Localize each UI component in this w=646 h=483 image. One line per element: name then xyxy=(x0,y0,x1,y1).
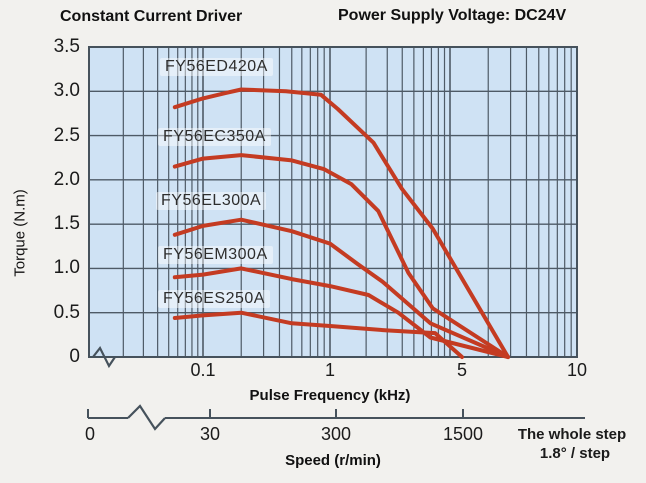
x-axis-break-icon xyxy=(92,345,116,369)
plot-background xyxy=(89,47,577,357)
speed-tick-label: 1500 xyxy=(442,424,484,444)
y-tick-label: 1.5 xyxy=(53,213,80,235)
curve-label-FY56ED420A: FY56ED420A xyxy=(160,58,273,76)
speed-axis-title: Speed (r/min) xyxy=(285,452,381,469)
x-tick-label: 1 xyxy=(324,360,336,380)
curve-label-FY56ES250A: FY56ES250A xyxy=(158,290,270,308)
curve-FY56EM300A xyxy=(172,266,510,359)
y-tick-label: 3.0 xyxy=(53,80,80,102)
supply-voltage-label: Power Supply Voltage: DC24V xyxy=(338,7,567,24)
x-tick-label: 10 xyxy=(566,360,588,380)
y-tick-label: 2.0 xyxy=(53,168,80,190)
speed-tick-label: 0 xyxy=(84,424,96,444)
y-tick-label: 1.0 xyxy=(53,257,80,279)
y-tick-label: 0.5 xyxy=(53,301,80,323)
curve-FY56EC350A xyxy=(172,153,510,359)
y-tick-label: 3.5 xyxy=(53,36,80,57)
step-note-line2: 1.8° / step xyxy=(539,445,611,462)
x-axis-title: Pulse Frequency (kHz) xyxy=(249,387,411,404)
chart-title: Constant Current Driver xyxy=(60,8,243,25)
curve-label-FY56EL300A: FY56EL300A xyxy=(156,192,267,210)
step-note-line1: The whole step xyxy=(517,426,627,443)
curve-label-FY56EM300A: FY56EM300A xyxy=(158,246,273,264)
x-tick-label: 5 xyxy=(456,360,468,380)
curve-FY56ES250A xyxy=(172,310,464,359)
x-tick-label: 0.1 xyxy=(190,360,216,380)
curve-FY56EL300A xyxy=(172,217,510,359)
y-tick-label: 2.5 xyxy=(53,124,80,146)
speed-axis-break-icon xyxy=(127,404,166,431)
speed-tick-label: 300 xyxy=(320,424,352,444)
plot-frame xyxy=(88,46,578,358)
speed-tick-label: 30 xyxy=(199,424,221,444)
curve-label-FY56EC350A: FY56EC350A xyxy=(158,128,271,146)
y-tick-label: 0 xyxy=(69,346,80,367)
curve-FY56ED420A xyxy=(172,87,510,359)
